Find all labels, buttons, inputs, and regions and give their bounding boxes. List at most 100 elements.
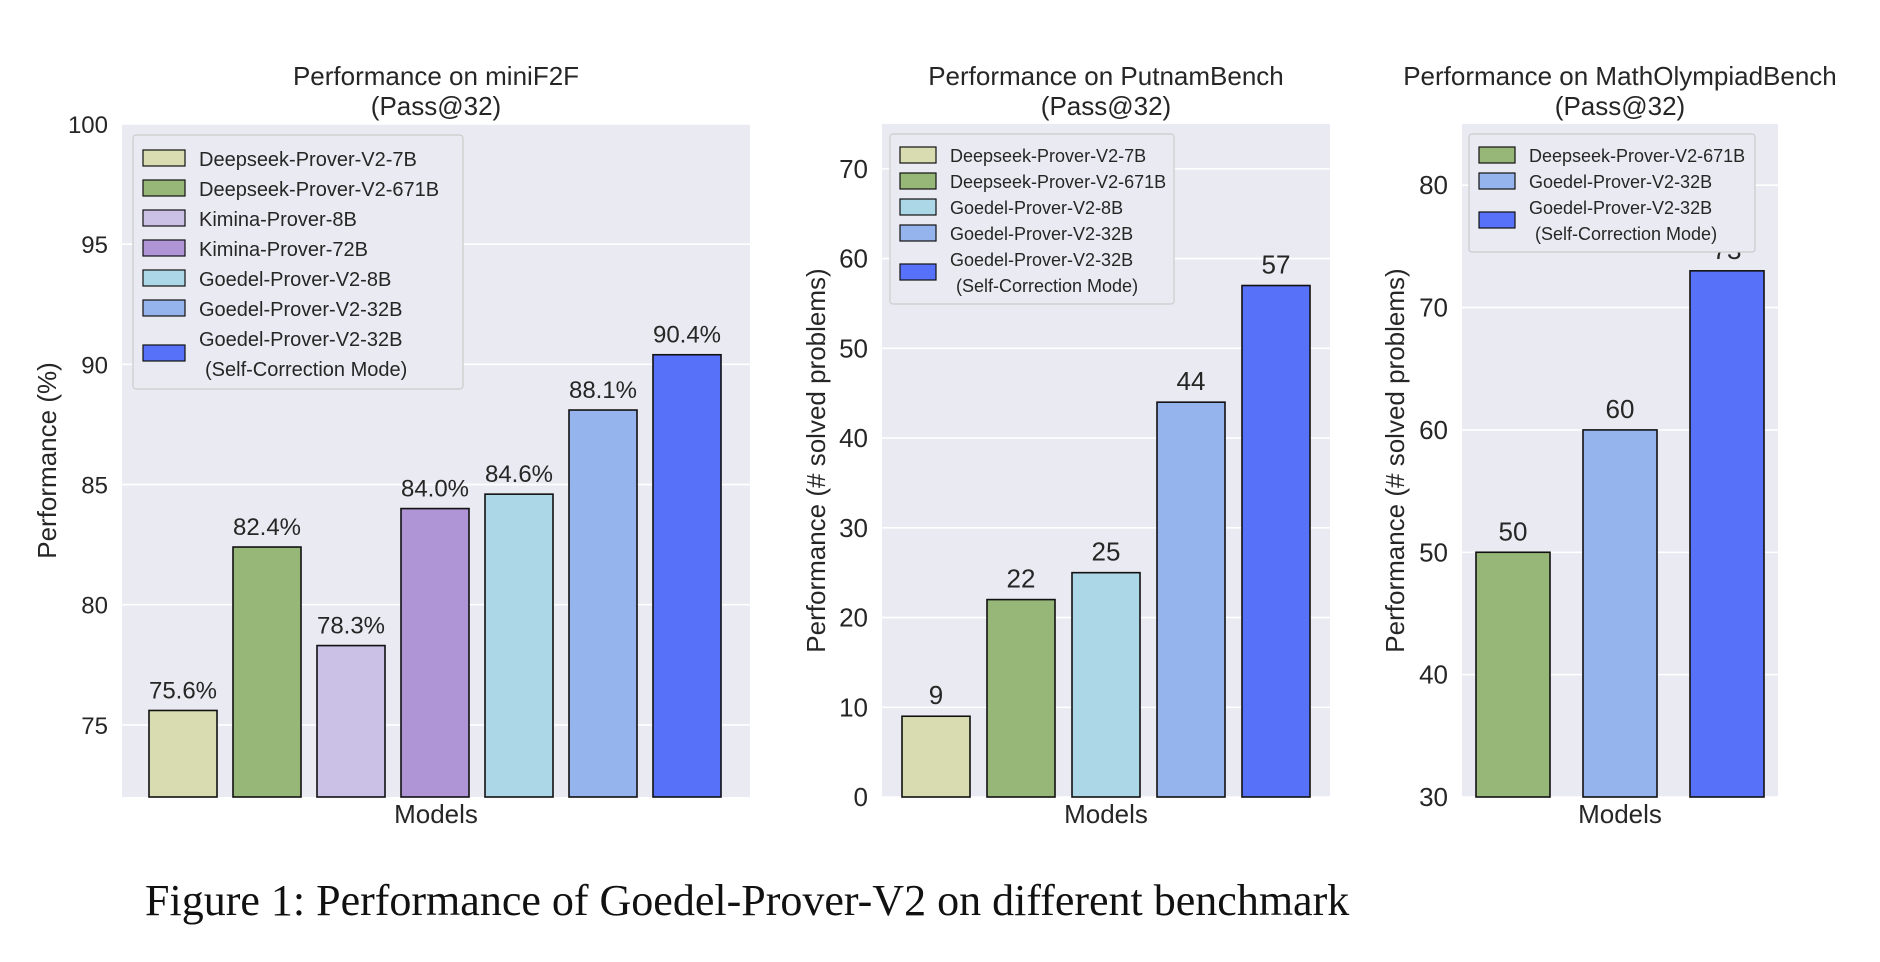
y-tick-label: 30 bbox=[839, 513, 868, 543]
legend: Deepseek-Prover-V2-671B Goedel-Prover-V2-… bbox=[1468, 133, 1756, 253]
bar-3 bbox=[1689, 270, 1765, 798]
chart-panel-1: 75 80 85 90 95 100 75.6% 82.4% 78.3% 84.0% 84.6% 88… bbox=[32, 61, 750, 829]
legend-entry-label: Deepseek-Prover-V2-671B bbox=[199, 179, 439, 201]
bar-value-label: 57 bbox=[1262, 250, 1291, 280]
y-tick-label: 85 bbox=[81, 473, 108, 500]
legend-frame bbox=[1468, 133, 1756, 253]
legend-swatch bbox=[142, 209, 186, 227]
legend-frame bbox=[889, 133, 1175, 305]
bar-2 bbox=[986, 598, 1056, 798]
legend-entry-label: Goedel-Prover-V2-8B bbox=[950, 198, 1123, 218]
legend-entry-label: Goedel-Prover-V2-32B bbox=[1529, 198, 1712, 218]
legend-swatch bbox=[142, 179, 186, 197]
legend-entry-label: (Self-Correction Mode) bbox=[205, 359, 407, 381]
bar-2 bbox=[1582, 429, 1658, 798]
y-axis-label: Performance (%) bbox=[32, 362, 62, 559]
legend-swatch bbox=[142, 149, 186, 167]
bar-7 bbox=[652, 353, 722, 798]
legend-entry-label: Goedel-Prover-V2-32B bbox=[199, 329, 402, 351]
legend-swatch bbox=[142, 299, 186, 317]
y-tick-label: 75 bbox=[81, 713, 108, 740]
x-axis-label: Models bbox=[1064, 799, 1148, 829]
chart-panel-2: 0 10 20 30 40 50 60 70 9 22 25 44 57 Performance on P… bbox=[801, 61, 1330, 829]
legend-entry-label: Kimina-Prover-8B bbox=[199, 209, 357, 231]
chart-panel-3: 304050607080506073Performance on MathOly… bbox=[1380, 61, 1837, 829]
legend-swatch bbox=[899, 224, 937, 242]
bar-1 bbox=[148, 709, 218, 798]
legend-entry-label: Goedel-Prover-V2-32B bbox=[199, 299, 402, 321]
legend-entry-label: (Self-Correction Mode) bbox=[1535, 224, 1717, 244]
y-tick-label: 80 bbox=[1419, 170, 1448, 200]
y-tick-label: 40 bbox=[1419, 660, 1448, 690]
legend-entry-label: Goedel-Prover-V2-32B bbox=[950, 224, 1133, 244]
legend: Deepseek-Prover-V2-7B Deepseek-Prover-V2-… bbox=[889, 133, 1175, 305]
bar-value-label: 78.3% bbox=[317, 613, 385, 640]
bar-value-label: 9 bbox=[929, 680, 943, 710]
bar-value-label: 60 bbox=[1606, 394, 1635, 424]
legend-entry-label: Deepseek-Prover-V2-671B bbox=[1529, 146, 1745, 166]
bar-value-label: 75.6% bbox=[149, 677, 217, 704]
bar-value-label: 25 bbox=[1092, 537, 1121, 567]
bar-3 bbox=[316, 644, 386, 798]
bar-5 bbox=[484, 493, 554, 798]
bar-value-label: 50 bbox=[1499, 516, 1528, 546]
y-tick-label: 0 bbox=[854, 782, 868, 812]
y-axis-label: Performance (# solved problems) bbox=[801, 268, 831, 652]
legend: Deepseek-Prover-V2-7B Deepseek-Prover-V2-… bbox=[132, 134, 464, 390]
legend-swatch bbox=[899, 172, 937, 190]
y-tick-label: 70 bbox=[839, 154, 868, 184]
legend-swatch bbox=[899, 263, 937, 281]
legend-swatch bbox=[1478, 146, 1516, 164]
y-tick-label: 20 bbox=[839, 603, 868, 633]
chart-subtitle: (Pass@32) bbox=[1555, 91, 1685, 121]
chart-title: Performance on PutnamBench bbox=[928, 61, 1284, 91]
y-tick-label: 90 bbox=[81, 352, 108, 379]
y-tick-label: 50 bbox=[1419, 537, 1448, 567]
legend-swatch bbox=[899, 146, 937, 164]
bar-2 bbox=[232, 546, 302, 798]
y-tick-label: 95 bbox=[81, 232, 108, 259]
legend-entry-label: Goedel-Prover-V2-32B bbox=[1529, 172, 1712, 192]
legend-swatch bbox=[142, 269, 186, 287]
y-tick-label: 50 bbox=[839, 333, 868, 363]
legend-entry-label: (Self-Correction Mode) bbox=[956, 276, 1138, 296]
legend-entry-label: Goedel-Prover-V2-32B bbox=[950, 250, 1133, 270]
bar-6 bbox=[568, 409, 638, 798]
legend-swatch bbox=[1478, 172, 1516, 190]
chart-subtitle: (Pass@32) bbox=[371, 91, 501, 121]
chart-title: Performance on miniF2F bbox=[293, 61, 579, 91]
y-tick-label: 40 bbox=[839, 423, 868, 453]
bar-5 bbox=[1241, 284, 1311, 798]
chart-title: Performance on MathOlympiadBench bbox=[1403, 61, 1837, 91]
bar-value-label: 88.1% bbox=[569, 377, 637, 404]
legend-frame bbox=[132, 134, 464, 390]
legend-entry-label: Deepseek-Prover-V2-7B bbox=[199, 149, 417, 171]
bar-value-label: 82.4% bbox=[233, 514, 301, 541]
legend-swatch bbox=[899, 198, 937, 216]
bar-value-label: 44 bbox=[1177, 366, 1206, 396]
legend-entry-label: Kimina-Prover-72B bbox=[199, 239, 368, 261]
legend-swatch bbox=[142, 239, 186, 257]
y-axis-label: Performance (# solved problems) bbox=[1380, 268, 1410, 652]
legend-swatch bbox=[1478, 211, 1516, 229]
bar-value-label: 84.0% bbox=[401, 476, 469, 503]
bar-3 bbox=[1071, 571, 1141, 798]
y-tick-label: 80 bbox=[81, 593, 108, 620]
bar-value-label: 84.6% bbox=[485, 461, 553, 488]
y-tick-label: 10 bbox=[839, 692, 868, 722]
y-tick-label: 60 bbox=[839, 244, 868, 274]
legend-swatch bbox=[142, 344, 186, 362]
bar-1 bbox=[901, 715, 971, 798]
legend-entry-label: Deepseek-Prover-V2-7B bbox=[950, 146, 1146, 166]
y-tick-label: 100 bbox=[68, 112, 108, 139]
x-axis-label: Models bbox=[1578, 799, 1662, 829]
bar-1 bbox=[1475, 551, 1551, 798]
legend-entry-label: Goedel-Prover-V2-8B bbox=[199, 269, 391, 291]
y-tick-label: 60 bbox=[1419, 415, 1448, 445]
x-axis-label: Models bbox=[394, 799, 478, 829]
y-tick-label: 30 bbox=[1419, 782, 1448, 812]
bar-value-label: 90.4% bbox=[653, 322, 721, 349]
legend-entry-label: Deepseek-Prover-V2-671B bbox=[950, 172, 1166, 192]
figure-caption: Figure 1: Performance of Goedel-Prover-V… bbox=[145, 876, 1350, 925]
